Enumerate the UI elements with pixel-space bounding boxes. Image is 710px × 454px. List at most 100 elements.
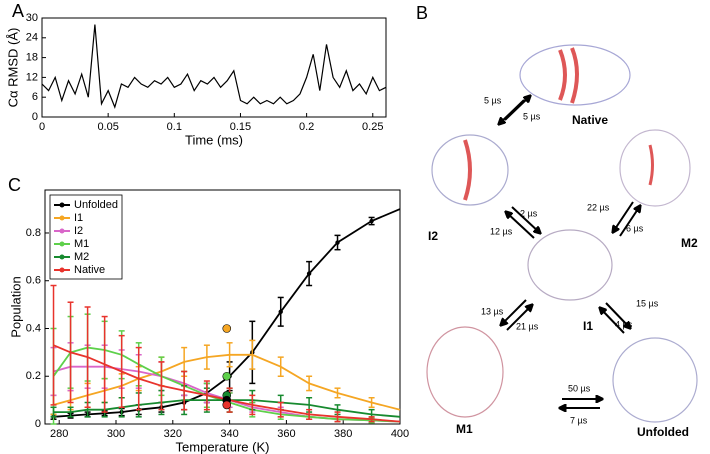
y-tick-label: 0.6 (26, 275, 41, 287)
panel-label: A (12, 1, 24, 21)
x-tick-label: 340 (220, 428, 238, 440)
legend-label: M2 (74, 251, 89, 263)
arrow (511, 206, 540, 233)
rate-label: 22 µs (587, 202, 610, 212)
point (306, 271, 312, 276)
rate-label: 21 µs (516, 321, 539, 331)
legend-label: I1 (74, 212, 83, 224)
helix (648, 144, 654, 186)
y-tick-label: 0 (32, 111, 38, 123)
y-tick-label: 18 (26, 52, 38, 64)
y-tick-label: 12 (26, 71, 38, 83)
arrow (600, 308, 625, 334)
series-line (52, 346, 401, 423)
x-tick-label: 0.1 (167, 121, 182, 133)
arrow (619, 206, 640, 237)
state-label: M2 (681, 236, 698, 250)
series-line (53, 344, 401, 423)
marker (222, 400, 232, 410)
rate-label: 13 µs (481, 306, 504, 316)
x-axis-label: Temperature (K) (176, 439, 270, 454)
x-tick-label: 300 (107, 428, 125, 440)
state-label: I1 (583, 319, 593, 333)
state-label: Unfolded (637, 425, 689, 439)
x-tick-label: 0.25 (362, 121, 383, 133)
marker (222, 371, 232, 381)
x-tick-label: 0 (39, 121, 45, 133)
structure (619, 129, 691, 207)
structure (426, 326, 504, 418)
marker (222, 324, 232, 333)
helix (558, 47, 579, 104)
x-tick-label: 400 (391, 428, 409, 440)
x-tick-label: 0.05 (97, 121, 118, 133)
legend-label: M1 (74, 238, 89, 250)
x-tick-label: 320 (164, 428, 182, 440)
y-tick-label: 24 (26, 32, 38, 44)
y-tick-label: 6 (32, 91, 38, 103)
x-tick-label: 360 (277, 428, 295, 440)
rate-label: 4 µs (615, 319, 633, 329)
x-tick-label: 0.2 (299, 121, 314, 133)
data-line (41, 24, 387, 109)
rate-label: 5 µs (523, 111, 541, 121)
series-line (53, 353, 401, 411)
y-tick-label: 0.2 (26, 370, 41, 382)
arrow (605, 302, 630, 328)
arrow (504, 96, 530, 121)
legend-label: Unfolded (74, 199, 118, 211)
rate-label: 2 µs (520, 208, 538, 218)
point (278, 309, 283, 314)
rate-label: 7 µs (570, 415, 588, 425)
legend-swatch (59, 267, 65, 273)
arrow (506, 212, 535, 239)
rate-label: 6 µs (626, 223, 644, 233)
arrow (499, 99, 525, 124)
plot-frame (41, 17, 387, 118)
y-tick-label: 0.4 (26, 322, 41, 334)
point (369, 218, 374, 224)
legend-label: I2 (74, 225, 83, 237)
y-tick-label: 0 (35, 418, 41, 430)
legend-swatch (59, 228, 65, 234)
panel-label: C (8, 175, 21, 195)
state-label: Native (572, 113, 608, 127)
x-tick-label: 280 (50, 428, 68, 440)
structure (527, 229, 613, 301)
y-tick-label: 0.8 (26, 227, 41, 239)
legend-swatch (59, 254, 65, 260)
structure (612, 337, 698, 423)
series-line (53, 399, 401, 418)
state-label: M1 (456, 422, 473, 436)
arrow (506, 305, 532, 331)
plot-frame (44, 189, 401, 425)
rate-label: 5 µs (484, 95, 502, 105)
legend-label: Native (74, 264, 105, 276)
arrow (501, 299, 527, 325)
structures (426, 44, 698, 423)
structure (519, 44, 631, 106)
rate-label: 15 µs (636, 298, 659, 308)
x-tick-label: 380 (334, 428, 352, 440)
legend-swatch (59, 241, 65, 247)
point (335, 240, 340, 245)
panel-label: B (416, 3, 428, 23)
x-tick-label: 0.15 (230, 121, 251, 133)
legend-frame (49, 194, 123, 280)
y-axis-label: Cα RMSD (Å) (5, 28, 20, 108)
rate-label: 50 µs (568, 383, 591, 393)
legend-swatch (59, 202, 65, 208)
diagram-text: Native I2 M2 I1 M1 Unfolded 5 µs 5 µs 2 … (428, 95, 698, 439)
series-line (53, 208, 401, 418)
x-axis-label: Time (ms) (185, 132, 243, 147)
y-axis-label: Population (8, 276, 23, 337)
y-tick-label: 30 (26, 12, 38, 24)
helix (463, 139, 472, 201)
state-label: I2 (428, 229, 438, 243)
arrows (499, 96, 640, 408)
legend-swatch (59, 215, 65, 221)
structure (431, 134, 509, 206)
arrow (613, 201, 634, 232)
rate-label: 12 µs (490, 226, 513, 236)
